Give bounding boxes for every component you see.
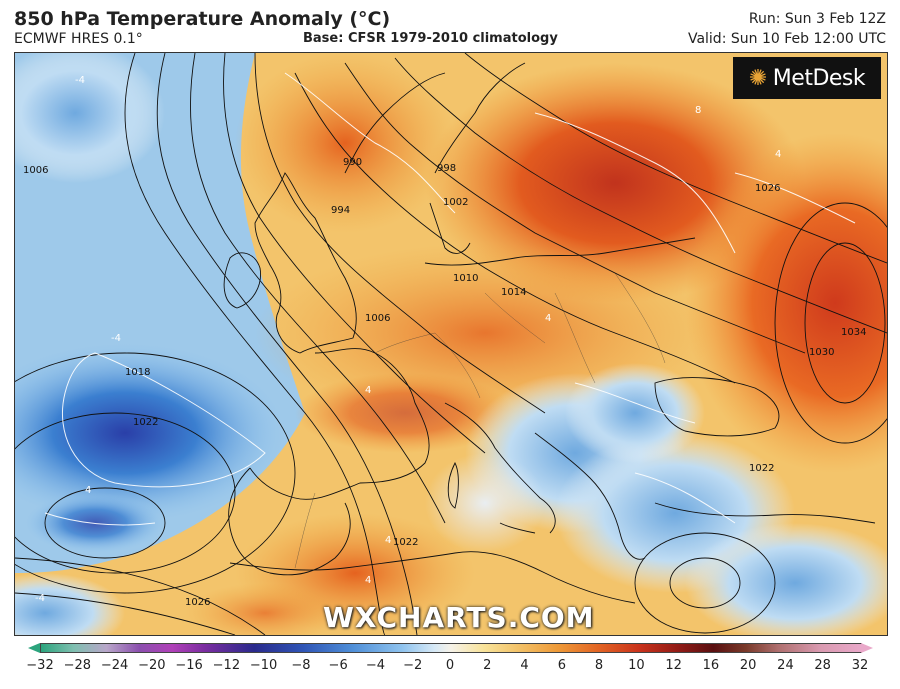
colorbar-tick: 6 — [557, 658, 566, 673]
model-label: ECMWF HRES 0.1° — [14, 31, 143, 47]
colorbar-tick: −20 — [138, 658, 166, 673]
anomaly-label: 4 — [365, 575, 371, 586]
colorbar-tick: −28 — [63, 658, 92, 673]
colorbar-tick: 0 — [445, 658, 455, 673]
colorbar-strip — [40, 643, 862, 653]
isobar-label: 1014 — [501, 287, 526, 298]
anomaly-label: 4 — [545, 313, 551, 324]
anomaly-label: 8 — [695, 105, 701, 116]
anomaly-label: -4 — [35, 593, 45, 604]
colorbar-tick: 28 — [814, 658, 831, 673]
colorbar-tick: 32 — [851, 658, 869, 673]
isobar-label: 1022 — [749, 463, 774, 474]
anomaly-label: -4 — [111, 333, 121, 344]
colorbar-tick: −16 — [175, 658, 203, 673]
isobar-label: 1006 — [365, 313, 390, 324]
colorbar-tick: −8 — [291, 658, 311, 673]
colorbar-ticks: −32 −28 −24 −20 −16 −12 −10 −8 −6 −4 −2 … — [26, 658, 868, 678]
anomaly-label: 4 — [775, 149, 781, 160]
borders — [294, 272, 666, 569]
colorbar-tick: −24 — [100, 658, 129, 673]
wxcharts-watermark: WXCHARTS.COM — [323, 601, 595, 634]
colorbar-tick: 4 — [520, 658, 529, 673]
colorbar-tick: 10 — [628, 658, 645, 673]
logo-text: MetDesk — [772, 65, 866, 91]
colorbar-tick: 20 — [739, 658, 757, 673]
anomaly-label: -4 — [75, 75, 85, 86]
isobar-label: 1010 — [453, 273, 478, 284]
colorbar-right-arrow — [861, 643, 873, 653]
isobar-label: 1002 — [443, 197, 468, 208]
base-climatology-label: Base: CFSR 1979-2010 climatology — [303, 31, 558, 46]
isobar-label: 1026 — [755, 183, 780, 194]
isobar-label: 1006 — [23, 165, 48, 176]
anomaly-contours — [44, 72, 856, 526]
isobar-label: 994 — [331, 205, 350, 216]
isobar-labels: 1006 990 998 994 1002 1006 1010 1014 101… — [23, 157, 866, 608]
weather-map[interactable]: 1006 990 998 994 1002 1006 1010 1014 101… — [14, 52, 888, 636]
isobar-label: 990 — [343, 157, 362, 168]
colorbar-tick: −12 — [212, 658, 241, 673]
valid-time-label: Valid: Sun 10 Feb 12:00 UTC — [687, 31, 886, 47]
colorbar-tick: 24 — [777, 658, 794, 673]
colorbar-tick: −10 — [249, 658, 278, 673]
anomaly-label: 4 — [365, 385, 371, 396]
colorbar-tick: 16 — [702, 658, 720, 673]
colorbar: −32 −28 −24 −20 −16 −12 −10 −8 −6 −4 −2 … — [26, 640, 873, 685]
run-time-label: Run: Sun 3 Feb 12Z — [748, 11, 886, 27]
anomaly-labels: -4 4 4 4 -4 4 -4 4 4 8 — [35, 75, 781, 604]
colorbar-tick: 12 — [665, 658, 682, 673]
isobar-label: 1034 — [841, 327, 866, 338]
colorbar-tick: 2 — [483, 658, 492, 673]
isobars — [15, 53, 887, 635]
coastlines — [223, 62, 876, 604]
metdesk-logo: ✺ MetDesk — [733, 57, 881, 99]
chart-title: 850 hPa Temperature Anomaly (°C) — [14, 8, 391, 30]
metdesk-flower-icon: ✺ — [748, 65, 767, 91]
map-canvas: 1006 990 998 994 1002 1006 1010 1014 101… — [15, 53, 887, 635]
colorbar-left-arrow — [28, 643, 40, 653]
anomaly-label: 4 — [85, 485, 91, 496]
isobar-label: 998 — [437, 163, 456, 174]
isobar-label: 1022 — [393, 537, 418, 548]
isobar-label: 1026 — [185, 597, 210, 608]
anomaly-label: 4 — [385, 535, 391, 546]
colorbar-tick: −2 — [403, 658, 423, 673]
isobar-label: 1018 — [125, 367, 150, 378]
isobar-label: 1022 — [133, 417, 158, 428]
colorbar-tick: 8 — [594, 658, 604, 673]
colorbar-tick: −4 — [365, 658, 386, 673]
colorbar-tick: −6 — [328, 658, 348, 673]
isobar-label: 1030 — [809, 347, 834, 358]
colorbar-tick: −32 — [26, 658, 54, 673]
chart-header: 850 hPa Temperature Anomaly (°C) ECMWF H… — [0, 0, 900, 50]
